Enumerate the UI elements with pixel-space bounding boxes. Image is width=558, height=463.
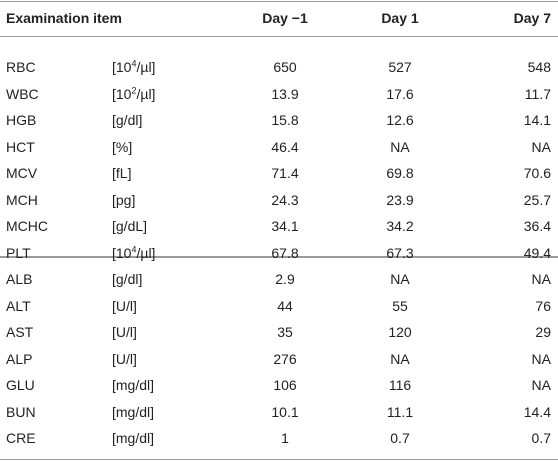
value-cell: 11.7 — [524, 85, 551, 102]
item-cell: PLT — [6, 244, 31, 261]
value-cell: 71.4 — [271, 165, 299, 181]
unit-cell: [%] — [112, 138, 133, 155]
header-cell: Day 1 — [381, 10, 419, 26]
value-cell: 10.1 — [271, 403, 299, 420]
item-cell: RBC — [6, 59, 36, 75]
unit-cell: [mg/dl] — [112, 403, 155, 420]
value-cell: 548 — [527, 59, 551, 75]
value-cell: NA — [531, 377, 551, 393]
header-cell: Examination item — [6, 10, 122, 26]
item-cell: MCV — [6, 165, 38, 181]
unit-cell: [g/dl] — [112, 112, 143, 128]
value-cell: 106 — [273, 377, 297, 393]
unit-cell: [mg/dl] — [112, 430, 155, 446]
item-cell: HGB — [6, 112, 37, 128]
unit-part: /µl] — [136, 59, 156, 75]
value-cell: 49.4 — [523, 244, 551, 261]
item-cell: MCH — [6, 191, 38, 208]
value-cell: 2.9 — [275, 271, 295, 287]
value-cell: NA — [531, 138, 551, 155]
value-cell: 76 — [535, 297, 551, 314]
value-cell: NA — [390, 271, 410, 287]
section-rule — [0, 256, 558, 258]
unit-part: [10 — [112, 244, 132, 261]
unit-cell: [102/µl] — [112, 85, 155, 103]
value-cell: 116 — [388, 377, 412, 393]
item-cell: ALB — [6, 271, 33, 287]
value-cell: 11.1 — [386, 403, 414, 420]
value-cell: 34.2 — [386, 218, 414, 234]
item-cell: WBC — [6, 85, 39, 102]
value-cell: 12.6 — [386, 112, 414, 128]
item-cell: HCT — [6, 138, 35, 155]
item-cell: CRE — [6, 430, 36, 446]
value-cell: 70.6 — [523, 165, 551, 181]
item-cell: BUN — [6, 403, 36, 420]
bottom-rule — [0, 459, 558, 460]
item-cell: GLU — [6, 377, 35, 393]
value-cell: 34.1 — [271, 218, 299, 234]
unit-part: 4 — [131, 58, 137, 69]
value-cell: 24.3 — [271, 191, 299, 208]
unit-cell: [U/l] — [112, 324, 137, 340]
value-cell: NA — [390, 138, 410, 155]
unit-cell: [104/µl] — [112, 244, 155, 262]
value-cell: 67.3 — [386, 244, 414, 261]
item-cell: AST — [6, 324, 34, 340]
unit-cell: [mg/dl] — [112, 377, 155, 393]
value-cell: 0.7 — [390, 430, 410, 446]
header-cell: Day 7 — [513, 10, 551, 26]
top-rule — [0, 1, 558, 2]
value-cell: 15.8 — [271, 112, 299, 128]
value-cell: 44 — [277, 297, 293, 314]
value-cell: 650 — [273, 59, 297, 75]
value-cell: 29 — [535, 324, 551, 340]
unit-cell: [U/l] — [112, 350, 137, 367]
value-cell: 69.8 — [386, 165, 414, 181]
item-cell: ALT — [6, 297, 31, 314]
value-cell: 0.7 — [531, 430, 551, 446]
value-cell: 67.8 — [271, 244, 299, 261]
value-cell: NA — [531, 350, 551, 367]
value-cell: 17.6 — [386, 85, 414, 102]
value-cell: 276 — [273, 350, 297, 367]
header-rule — [0, 36, 558, 37]
value-cell: 36.4 — [523, 218, 551, 234]
value-cell: 55 — [392, 297, 408, 314]
value-cell: 46.4 — [271, 138, 299, 155]
unit-part: [10 — [112, 85, 132, 102]
value-cell: 14.1 — [523, 112, 551, 128]
header-cell: Day −1 — [262, 10, 308, 26]
item-cell: ALP — [6, 350, 33, 367]
value-cell: 25.7 — [523, 191, 551, 208]
value-cell: 35 — [277, 324, 293, 340]
value-cell: 1 — [281, 430, 289, 446]
unit-cell: [g/dl] — [112, 271, 143, 287]
unit-cell: [104/µl] — [112, 58, 155, 76]
value-cell: 13.9 — [271, 85, 299, 102]
unit-cell: [pg] — [112, 191, 136, 208]
unit-part: 4 — [131, 243, 137, 254]
value-cell: NA — [390, 350, 410, 367]
unit-part: [10 — [112, 59, 132, 75]
unit-part: 2 — [131, 84, 137, 95]
item-cell: MCHC — [6, 218, 48, 234]
value-cell: 527 — [388, 59, 412, 75]
unit-cell: [g/dL] — [112, 218, 148, 234]
value-cell: 120 — [388, 324, 412, 340]
unit-part: /µl] — [136, 244, 156, 261]
value-cell: NA — [531, 271, 551, 287]
value-cell: 14.4 — [523, 403, 551, 420]
unit-cell: [U/l] — [112, 297, 137, 314]
value-cell: 23.9 — [386, 191, 414, 208]
unit-part: /µl] — [136, 85, 156, 102]
unit-cell: [fL] — [112, 165, 132, 181]
